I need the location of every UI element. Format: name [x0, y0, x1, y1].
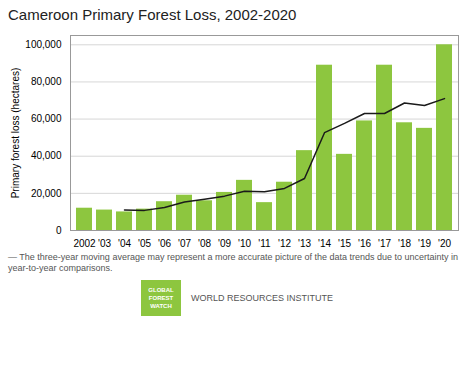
- html-text:GLOBAL FOREST WATCH: GLOBAL FOREST WATCH: [148, 287, 174, 309]
- svg-text:'15: '15: [338, 238, 351, 249]
- svg-text:'19: '19: [418, 238, 431, 249]
- svg-text:'14: '14: [318, 238, 331, 249]
- svg-text:'11: '11: [258, 238, 271, 249]
- svg-text:'18: '18: [398, 238, 411, 249]
- svg-text:'17: '17: [378, 238, 391, 249]
- svg-text:'12: '12: [278, 238, 291, 249]
- svg-text:'05: '05: [138, 238, 151, 249]
- svg-text:40,000: 40,000: [31, 150, 62, 161]
- svg-text:'16: '16: [358, 238, 371, 249]
- svg-text:'03: '03: [98, 238, 111, 249]
- svg-text:'13: '13: [298, 238, 311, 249]
- svg-text:Primary forest loss (hectares): Primary forest loss (hectares): [10, 68, 21, 199]
- svg-text:80,000: 80,000: [31, 76, 62, 87]
- svg-text:'20: '20: [438, 238, 451, 249]
- svg-text:60,000: 60,000: [31, 113, 62, 124]
- html-text:— The three-year moving averag: — The three-year moving average may repr…: [8, 252, 459, 262]
- svg-text:'10: '10: [238, 238, 251, 249]
- svg-text:'06: '06: [158, 238, 171, 249]
- svg-text:'08: '08: [198, 238, 211, 249]
- svg-text:100,000: 100,000: [25, 39, 62, 50]
- svg-text:'09: '09: [218, 238, 231, 249]
- html-text:year-to-year comparisons.: year-to-year comparisons.: [8, 263, 113, 273]
- svg-text:2002: 2002: [73, 238, 96, 249]
- svg-text:'04: '04: [118, 238, 131, 249]
- html-text:WORLD RESOURCES INSTITUTE: WORLD RESOURCES INSTITUTE: [191, 293, 333, 303]
- html-text:Cameroon Primary Forest Loss,: Cameroon Primary Forest Loss, 2002-2020: [8, 6, 297, 23]
- svg-text:0: 0: [56, 225, 62, 236]
- svg-text:20,000: 20,000: [31, 188, 62, 199]
- svg-text:'07: '07: [178, 238, 191, 249]
